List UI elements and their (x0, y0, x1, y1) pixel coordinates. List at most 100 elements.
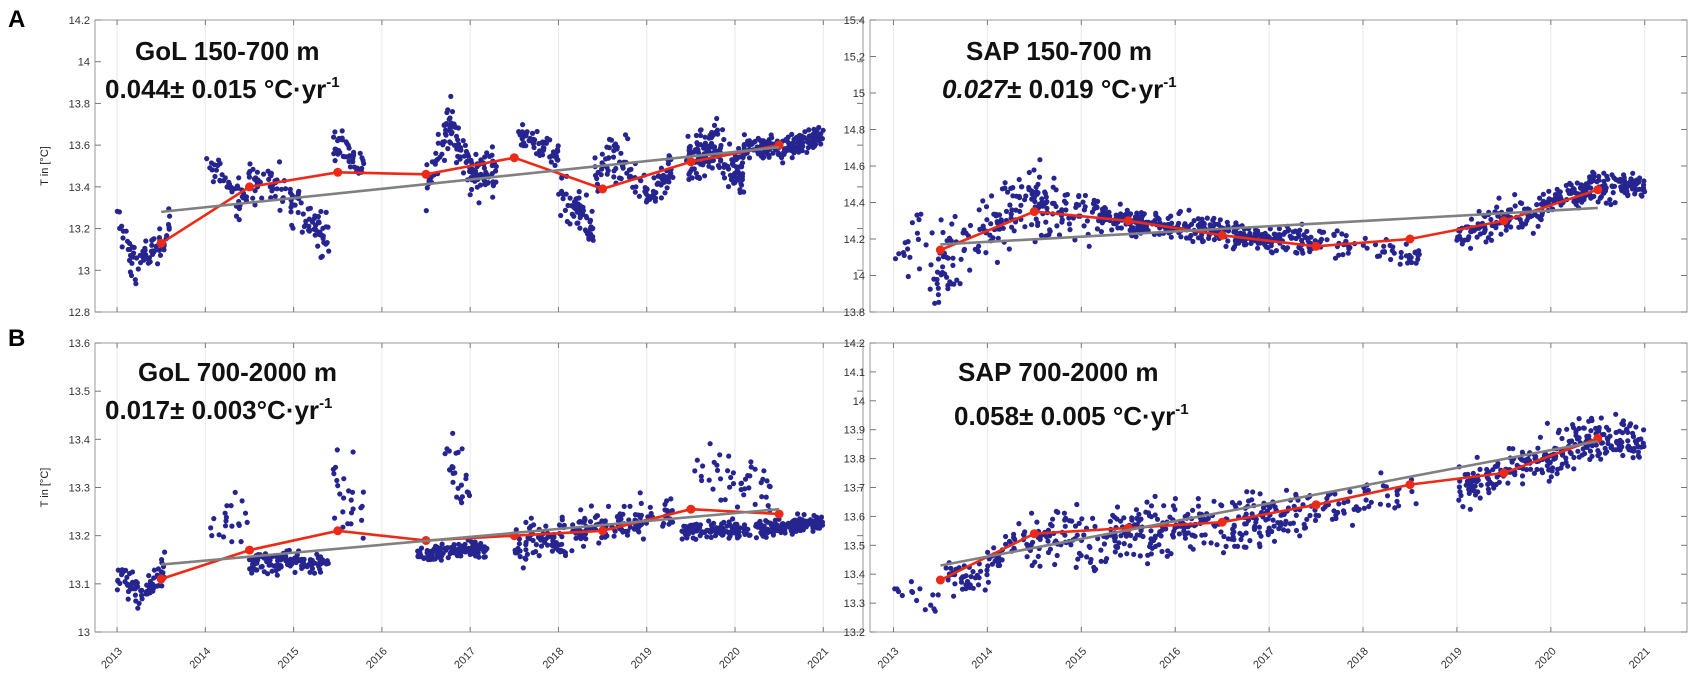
data-point (944, 254, 950, 260)
data-point (236, 175, 242, 181)
data-point (476, 200, 482, 206)
data-point (1621, 422, 1627, 428)
data-point (637, 514, 644, 521)
data-point (562, 207, 569, 213)
data-point (627, 503, 633, 509)
data-point (1082, 192, 1088, 199)
data-point (254, 169, 260, 175)
y-axis-label: T in [°C] (39, 468, 51, 508)
data-point (1413, 260, 1419, 266)
data-point (552, 162, 558, 168)
data-point (1519, 200, 1525, 206)
data-point (985, 563, 991, 569)
data-point (1163, 526, 1169, 532)
data-point (155, 566, 161, 572)
data-point (927, 286, 933, 292)
data-point (1388, 256, 1394, 263)
data-point (914, 230, 921, 236)
data-point (1576, 425, 1582, 432)
data-point (1465, 236, 1471, 243)
data-point (1066, 215, 1072, 221)
data-point (283, 556, 289, 562)
data-point (945, 282, 951, 288)
data-point (128, 272, 135, 279)
data-point (1066, 221, 1072, 227)
data-point (1300, 250, 1306, 256)
data-point (1079, 516, 1085, 522)
annual-mean-line (939, 188, 1599, 252)
data-point (636, 529, 642, 535)
x-tick-label: 2016 (1157, 645, 1183, 671)
data-point (1415, 253, 1421, 259)
annual-mean-point (1029, 207, 1039, 217)
data-point (599, 151, 605, 157)
data-point (1091, 564, 1097, 571)
data-point (610, 154, 617, 160)
data-point (746, 485, 752, 491)
data-point (287, 563, 293, 569)
data-point (1394, 488, 1400, 494)
data-point (1602, 187, 1608, 193)
data-point (728, 474, 734, 481)
data-point (694, 528, 700, 534)
data-point (1045, 549, 1052, 556)
data-point (1080, 199, 1086, 205)
data-point (763, 518, 769, 524)
data-point (481, 165, 487, 171)
data-point (1016, 176, 1022, 183)
data-point (724, 523, 730, 529)
data-point (1294, 250, 1300, 256)
data-point (1364, 245, 1370, 251)
data-point (351, 149, 357, 155)
data-point (1588, 428, 1594, 434)
data-point (357, 150, 363, 156)
data-point (562, 552, 569, 559)
data-point (1022, 529, 1028, 535)
data-point (1134, 210, 1140, 216)
data-point (309, 566, 315, 572)
data-point (242, 510, 249, 516)
data-point (1217, 217, 1223, 223)
data-point (1307, 249, 1313, 255)
data-point (160, 570, 166, 576)
data-point (1297, 533, 1303, 539)
data-point (1582, 451, 1588, 457)
annual-mean-line (160, 143, 780, 245)
data-point (1051, 175, 1057, 181)
data-point (146, 583, 152, 589)
data-point (426, 553, 432, 560)
data-point (628, 166, 634, 172)
data-point (1201, 540, 1207, 546)
y-tick-label: 14 (853, 271, 865, 283)
data-point (461, 153, 467, 159)
data-point (590, 234, 596, 240)
data-point (575, 220, 581, 226)
data-point (727, 172, 734, 178)
data-point (1008, 211, 1014, 217)
data-point (951, 593, 957, 599)
data-point (334, 447, 340, 453)
data-point (298, 200, 304, 206)
data-point (1039, 196, 1045, 202)
data-point (1072, 237, 1078, 243)
data-point (1223, 543, 1229, 550)
data-point (1519, 473, 1526, 479)
data-point (447, 467, 453, 473)
data-point (704, 527, 710, 534)
data-point (1161, 503, 1167, 509)
data-point (345, 521, 351, 527)
data-point (1555, 430, 1561, 436)
y-tick-label: 14.6 (844, 161, 865, 173)
data-point (1579, 199, 1585, 205)
data-point (1599, 440, 1606, 446)
data-point (1043, 219, 1049, 225)
data-point (697, 522, 704, 528)
data-point (721, 136, 727, 143)
data-point (1121, 213, 1127, 219)
data-point (960, 574, 966, 580)
data-point (484, 150, 490, 156)
panel-letter-b: B (8, 325, 25, 352)
data-point (243, 196, 249, 203)
trend-value: 0.017 (105, 395, 170, 425)
data-point (1336, 252, 1342, 258)
